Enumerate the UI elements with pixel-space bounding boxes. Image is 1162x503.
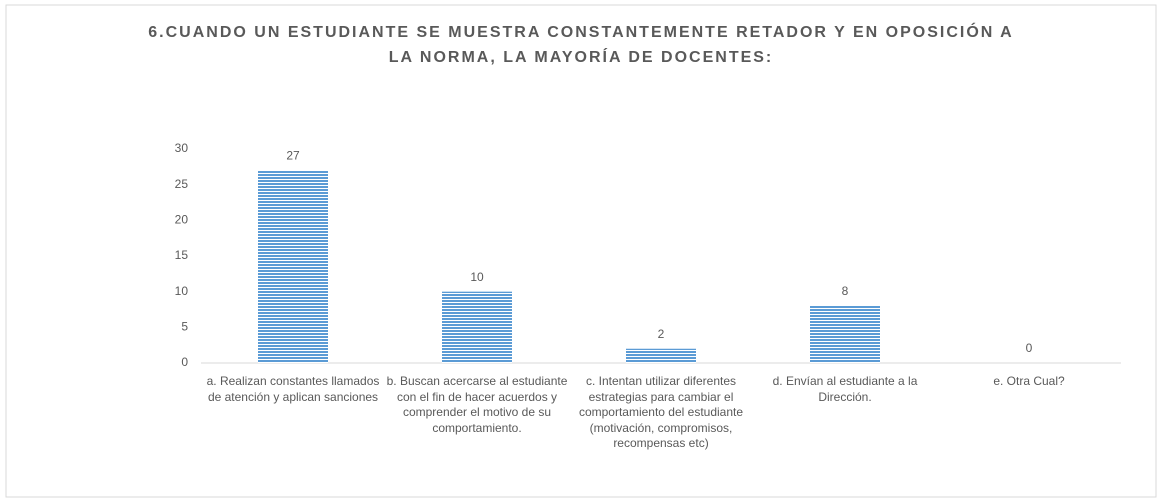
y-tick-label: 15 [175, 248, 189, 262]
bar [258, 170, 328, 363]
y-tick-label: 20 [175, 213, 189, 227]
x-tick-label: b. Buscan acercarse al estudiante con el… [386, 374, 568, 435]
value-label: 0 [1026, 341, 1033, 355]
value-label: 8 [842, 284, 849, 298]
x-tick-label: c. Intentan utilizar diferentes estrateg… [578, 374, 744, 450]
bar [442, 291, 512, 363]
bar [810, 305, 880, 363]
y-tick-label: 25 [175, 177, 189, 191]
chart-title: 6.CUANDO UN ESTUDIANTE SE MUESTRA CONSTA… [148, 24, 1014, 66]
x-tick-label: d. Envían al estudiante a la Dirección. [772, 374, 918, 404]
y-tick-label: 30 [175, 141, 189, 155]
value-label: 27 [286, 149, 300, 163]
chart-border [5, 4, 1157, 498]
bar [626, 348, 696, 363]
x-tick-label: e. Otra Cual? [993, 374, 1065, 388]
x-tick-label: a. Realizan constantes llamados de atenc… [206, 374, 380, 404]
y-tick-label: 5 [181, 320, 188, 334]
y-tick-label: 0 [181, 355, 188, 369]
value-label: 10 [470, 270, 484, 284]
value-label: 2 [658, 327, 665, 341]
y-tick-label: 10 [175, 284, 189, 298]
